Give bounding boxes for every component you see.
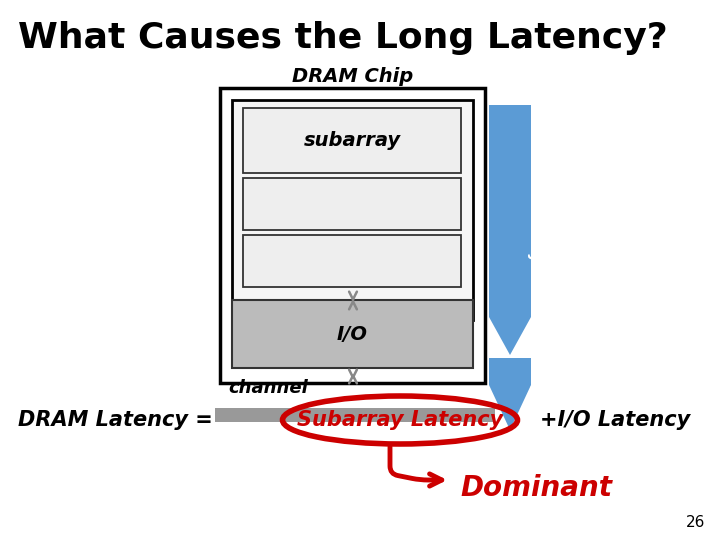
Bar [232, 100, 473, 320]
Bar [232, 300, 473, 368]
Text: DRAM Chip: DRAM Chip [292, 66, 413, 85]
Text: subarray: subarray [303, 131, 400, 150]
Bar [243, 235, 461, 287]
Text: DRAM Latency =: DRAM Latency = [18, 410, 220, 430]
Text: I/O: I/O [526, 382, 541, 406]
Text: What Causes the Long Latency?: What Causes the Long Latency? [18, 21, 667, 55]
Text: +I/O Latency: +I/O Latency [540, 410, 690, 430]
Text: Dominant: Dominant [460, 474, 612, 502]
Text: I/O: I/O [337, 325, 368, 343]
Text: channel: channel [228, 379, 307, 397]
Text: 26: 26 [685, 515, 705, 530]
Bar [243, 178, 461, 230]
Bar [220, 88, 485, 383]
FancyArrow shape [489, 105, 531, 355]
Text: Subarray: Subarray [526, 186, 541, 264]
FancyArrow shape [489, 358, 531, 430]
Bar [243, 108, 461, 173]
Text: Subarray Latency: Subarray Latency [297, 410, 503, 430]
Bar [215, 408, 495, 422]
